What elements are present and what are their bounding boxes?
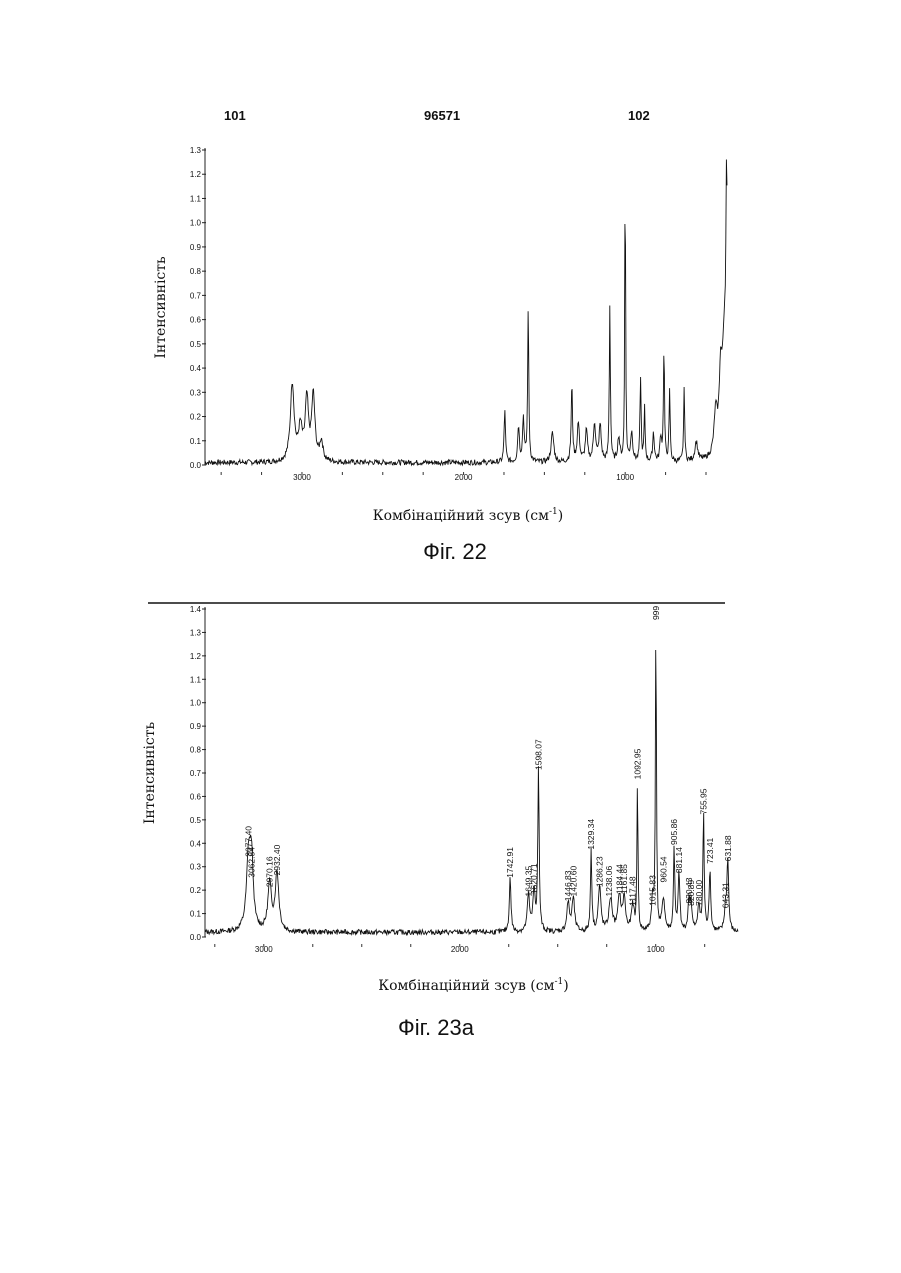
peak-label: 1742.91	[505, 847, 515, 878]
peak-label: 1092.95	[632, 748, 642, 779]
peak-label: 3062.54	[247, 847, 257, 878]
y-tick-label: 0.4	[190, 364, 202, 373]
x-axis-label-text: Комбінаційний зсув (см	[378, 978, 554, 994]
x-axis-unit-close: )	[558, 508, 563, 524]
peak-label: 643.31	[721, 882, 731, 908]
x-tick-label: 2000	[455, 473, 473, 482]
peak-label: 960.54	[658, 856, 668, 882]
peak-label: 755.95	[699, 788, 709, 814]
peak-label: 905.86	[669, 819, 679, 845]
peak-label: 1238.06	[604, 866, 614, 897]
y-tick-label: 0.4	[190, 839, 202, 848]
peak-label: 2932.40	[272, 844, 282, 875]
x-axis-unit-close: )	[563, 978, 568, 994]
x-axis-label-text: Комбінаційний зсув (см	[373, 508, 549, 524]
peak-label: 780.00	[694, 880, 704, 906]
y-tick-label: 1.0	[190, 219, 202, 228]
x-tick-label: 3000	[255, 945, 273, 954]
peak-label: 881.14	[674, 847, 684, 873]
y-tick-label: 1.1	[190, 675, 202, 684]
x-tick-label: 1000	[647, 945, 665, 954]
x-axis-label: Комбінаційний зсув (см-1)	[373, 507, 563, 524]
y-tick-label: 0.5	[190, 816, 202, 825]
y-tick-label: 0.2	[190, 886, 202, 895]
y-tick-label: 0.6	[190, 792, 202, 801]
spectrum-line	[205, 160, 727, 466]
x-axis-unit-superscript: -1	[549, 507, 558, 517]
y-tick-label: 0.9	[190, 722, 202, 731]
x-tick-label: 3000	[293, 473, 311, 482]
y-tick-label: 0.8	[190, 746, 202, 755]
y-tick-label: 1.2	[190, 170, 202, 179]
y-axis-label: Інтенсивність	[153, 256, 169, 359]
peak-label: 631.88	[723, 835, 733, 861]
x-axis-label: Комбінаційний зсув (см-1)	[378, 977, 568, 994]
y-tick-label: 0.0	[190, 933, 202, 942]
y-tick-label: 0.1	[190, 910, 202, 919]
peak-label: 999	[651, 606, 661, 620]
peak-label: 1420.60	[568, 866, 578, 897]
y-tick-label: 1.4	[190, 605, 202, 614]
y-tick-label: 1.3	[190, 146, 202, 155]
y-tick-label: 0.1	[190, 437, 202, 446]
y-tick-label: 0.7	[190, 291, 202, 300]
y-tick-label: 0.9	[190, 243, 202, 252]
spectrum-line	[205, 650, 738, 935]
y-tick-label: 1.1	[190, 194, 202, 203]
peak-label: 1598.07	[534, 739, 544, 770]
peak-label: 723.41	[705, 837, 715, 863]
y-tick-label: 1.2	[190, 652, 202, 661]
x-axis-unit-superscript: -1	[554, 977, 563, 987]
y-tick-label: 0.7	[190, 769, 202, 778]
x-tick-label: 2000	[451, 945, 469, 954]
y-tick-label: 1.3	[190, 628, 202, 637]
figure-caption: Фіг. 23а	[398, 1015, 475, 1040]
peak-label: 1620.71	[529, 863, 539, 894]
peak-label: 1329.34	[586, 819, 596, 850]
peak-label: 1117.48	[628, 876, 638, 906]
peak-label: 1015.83	[648, 875, 658, 906]
y-tick-label: 0.8	[190, 267, 202, 276]
figure-caption: Фіг. 22	[423, 539, 487, 564]
y-axis-label: Інтенсивність	[142, 721, 158, 824]
y-tick-label: 0.6	[190, 316, 202, 325]
y-tick-label: 0.5	[190, 340, 202, 349]
y-tick-label: 0.3	[190, 388, 202, 397]
y-tick-label: 0.3	[190, 863, 202, 872]
x-tick-label: 1000	[616, 473, 634, 482]
y-tick-label: 1.0	[190, 699, 202, 708]
y-tick-label: 0.0	[190, 461, 202, 470]
y-tick-label: 0.2	[190, 413, 202, 422]
